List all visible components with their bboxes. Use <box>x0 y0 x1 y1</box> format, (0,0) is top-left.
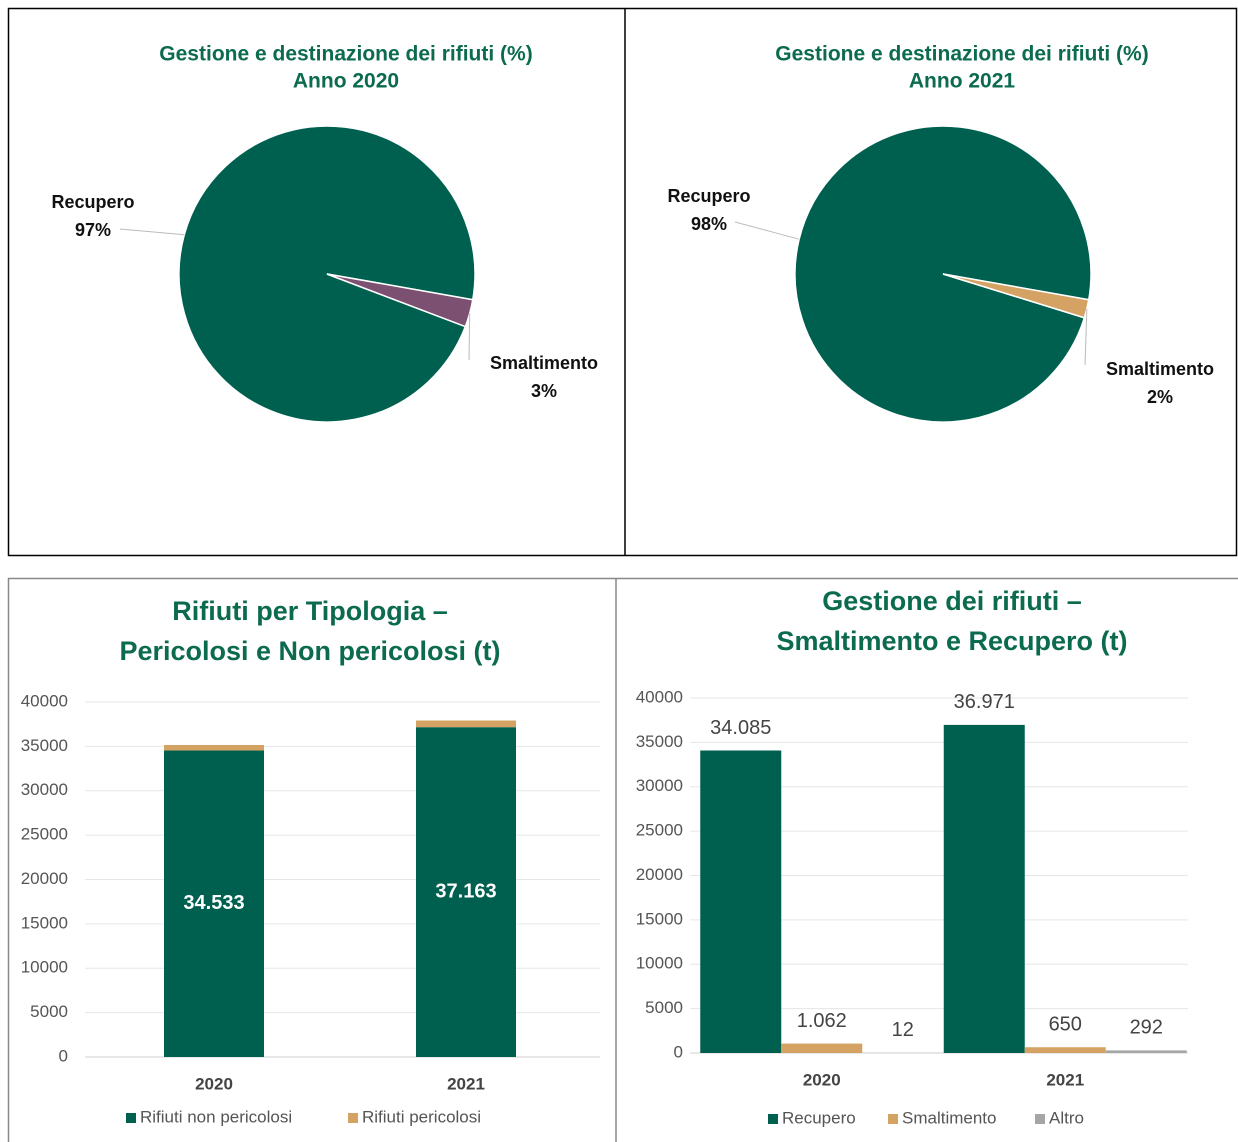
slice-label: Recupero <box>667 186 750 206</box>
slice-value: 97% <box>75 220 111 240</box>
legend-swatch <box>888 1114 898 1124</box>
y-tick-label: 10000 <box>21 958 68 977</box>
bar-value-label: 650 <box>1049 1014 1082 1036</box>
bar <box>416 720 516 728</box>
legend-label: Rifiuti pericolosi <box>362 1107 481 1126</box>
leader-line <box>119 228 185 236</box>
leader-line <box>468 313 471 361</box>
slice-value: 3% <box>531 381 557 401</box>
legend-swatch <box>126 1113 136 1123</box>
chart-subtitle: Anno 2020 <box>293 70 399 93</box>
bar-value-label: 292 <box>1130 1017 1163 1039</box>
bar-value-label: 1.062 <box>797 1010 847 1032</box>
y-tick-label: 5000 <box>645 998 683 1017</box>
chart-title: Rifiuti per Tipologia – <box>172 596 448 626</box>
y-tick-label: 20000 <box>636 865 683 884</box>
x-tick-label: 2021 <box>447 1074 485 1093</box>
y-tick-label: 40000 <box>21 691 68 710</box>
leader-line <box>734 221 800 240</box>
legend-label: Altro <box>1049 1108 1084 1127</box>
top-frame <box>7 7 1238 557</box>
bar <box>164 744 264 751</box>
x-tick-label: 2020 <box>195 1074 233 1093</box>
slice-value: 98% <box>691 214 727 234</box>
bar-value-label: 34.085 <box>710 717 771 739</box>
chart-subtitle: Pericolosi e Non pericolosi (t) <box>119 636 500 666</box>
y-tick-label: 30000 <box>21 780 68 799</box>
bar <box>164 750 264 1057</box>
bar-value-label: 36.971 <box>954 691 1015 713</box>
y-tick-label: 40000 <box>636 687 683 706</box>
bar-value-label: 12 <box>892 1019 914 1041</box>
y-tick-label: 20000 <box>21 869 68 888</box>
legend-label: Smaltimento <box>902 1108 996 1127</box>
legend-swatch <box>1035 1114 1045 1124</box>
leader-line <box>1084 308 1088 366</box>
bar-value-label: 34.533 <box>183 892 244 914</box>
chart-subtitle: Smaltimento e Recupero (t) <box>776 626 1127 656</box>
y-tick-label: 0 <box>59 1046 68 1065</box>
legend-swatch <box>348 1113 358 1123</box>
bar-value-label: 37.163 <box>435 880 496 902</box>
slice-label: Recupero <box>51 192 134 212</box>
slice-value: 2% <box>1147 387 1173 407</box>
y-tick-label: 5000 <box>30 1002 68 1021</box>
bar <box>781 1043 863 1053</box>
legend-swatch <box>768 1114 778 1124</box>
chart-title: Gestione dei rifiuti – <box>822 586 1082 616</box>
legend-label: Recupero <box>782 1108 856 1127</box>
y-tick-label: 0 <box>674 1042 683 1061</box>
x-tick-label: 2021 <box>1046 1070 1084 1089</box>
y-tick-label: 15000 <box>636 909 683 928</box>
slice-label: Smaltimento <box>490 353 598 373</box>
y-tick-label: 10000 <box>636 954 683 973</box>
y-tick-label: 30000 <box>636 776 683 795</box>
slice-label: Smaltimento <box>1106 359 1214 379</box>
bar <box>943 724 1025 1053</box>
bar <box>1105 1050 1187 1053</box>
bar <box>700 750 782 1053</box>
chart-title: Gestione e destinazione dei rifiuti (%) <box>159 43 532 66</box>
legend-label: Rifiuti non pericolosi <box>140 1107 292 1126</box>
chart-subtitle: Anno 2021 <box>909 70 1016 93</box>
y-tick-label: 25000 <box>21 825 68 844</box>
x-tick-label: 2020 <box>803 1070 841 1089</box>
y-tick-label: 25000 <box>636 821 683 840</box>
bar <box>416 727 516 1057</box>
bar <box>1024 1047 1106 1053</box>
y-tick-label: 15000 <box>21 913 68 932</box>
y-tick-label: 35000 <box>636 732 683 751</box>
chart-title: Gestione e destinazione dei rifiuti (%) <box>775 43 1148 66</box>
y-tick-label: 35000 <box>21 736 68 755</box>
